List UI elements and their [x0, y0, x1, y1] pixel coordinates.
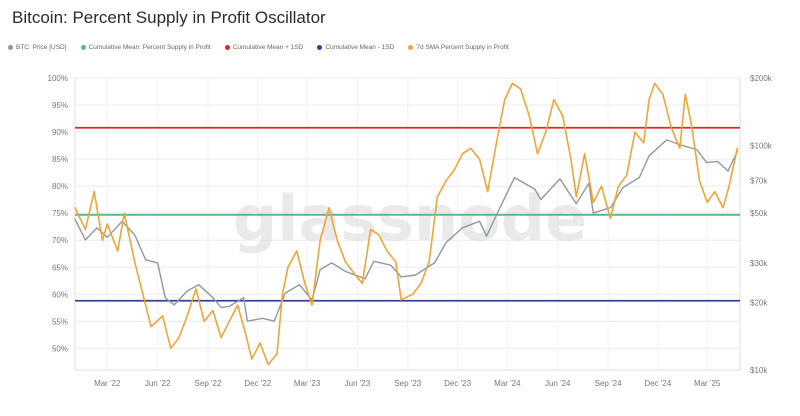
- watermark-text: glassnode: [233, 182, 587, 255]
- right-tick-label: $70k: [750, 176, 768, 185]
- left-tick-label: 95%: [52, 101, 68, 110]
- legend-item-btc-price[interactable]: BTC: Price [USD]: [8, 44, 67, 51]
- x-tick-label: Mar '22: [94, 379, 121, 388]
- x-tick-label: Mar '24: [494, 379, 521, 388]
- legend-label: Cumulative Mean + 1SD: [232, 44, 304, 51]
- legend-label: BTC: Price [USD]: [16, 44, 67, 51]
- series-line-7d-sma: [74, 82, 739, 366]
- legend-item-mean-minus-1sd[interactable]: Cumulative Mean - 1SD: [317, 44, 394, 51]
- left-tick-label: 60%: [52, 290, 68, 299]
- left-tick-label: 80%: [52, 182, 68, 191]
- legend-dot-icon: [80, 45, 86, 50]
- legend-dot-icon: [8, 45, 13, 50]
- x-axis-ticks: Mar '22 Jun '22 Sep '22 Dec '22 Mar '23 Jun '…: [94, 379, 721, 388]
- chart-title: Bitcoin: Percent Supply in Profit Oscill…: [12, 8, 326, 27]
- right-tick-label: $20k: [750, 298, 768, 307]
- legend-item-mean-plus-1sd[interactable]: Cumulative Mean + 1SD: [224, 44, 304, 51]
- threshold-lines: [75, 126, 740, 302]
- left-tick-label: 90%: [52, 128, 68, 137]
- x-tick-label: Mar '25: [694, 379, 721, 388]
- left-tick-label: 85%: [52, 155, 68, 164]
- right-tick-label: $200k: [750, 74, 773, 83]
- x-tick-label: Sep '24: [595, 379, 622, 388]
- legend-item-cumulative-mean[interactable]: Cumulative Mean: Percent Supply in Profi…: [80, 44, 211, 51]
- x-tick-label: Dec '24: [644, 379, 671, 388]
- left-tick-label: 55%: [52, 317, 68, 326]
- x-tick-label: Mar '23: [294, 379, 321, 388]
- left-axis-ticks: 100% 95% 90% 85% 80% 75% 70% 65% 60% 55% 50%: [48, 74, 68, 353]
- series-layer: [74, 82, 739, 366]
- series-line-btc-price: [74, 139, 738, 322]
- legend-label: 7d SMA Percent Supply in Profit: [416, 44, 509, 51]
- x-tick-label: Jun '23: [345, 379, 371, 388]
- legend-dot-icon: [408, 45, 414, 50]
- x-tick-label: Sep '23: [394, 379, 421, 388]
- legend-dot-icon: [224, 45, 230, 50]
- x-tick-label: Jun '24: [545, 379, 571, 388]
- left-tick-label: 50%: [52, 344, 68, 353]
- right-tick-label: $30k: [750, 259, 768, 268]
- legend-label: Cumulative Mean: Percent Supply in Profi…: [88, 44, 211, 51]
- right-axis-ticks: $200k $100k $70k $50k $30k $20k $10k: [750, 74, 773, 375]
- gridlines: [74, 77, 741, 371]
- chart-legend[interactable]: BTC: Price [USD] Cumulative Mean: Percen…: [8, 44, 509, 51]
- right-tick-label: $100k: [750, 142, 773, 151]
- legend-label: Cumulative Mean - 1SD: [325, 44, 395, 51]
- right-tick-label: $10k: [750, 366, 768, 375]
- x-tick-label: Dec '23: [444, 379, 471, 388]
- left-tick-label: 70%: [52, 236, 68, 245]
- left-tick-label: 100%: [48, 74, 68, 83]
- x-tick-label: Sep '22: [195, 379, 222, 388]
- left-tick-label: 75%: [52, 209, 68, 218]
- right-tick-label: $50k: [750, 209, 768, 218]
- left-tick-label: 65%: [52, 263, 68, 272]
- legend-dot-icon: [317, 45, 323, 50]
- x-tick-label: Jun '22: [145, 379, 171, 388]
- legend-item-7d-sma[interactable]: 7d SMA Percent Supply in Profit: [408, 44, 509, 51]
- x-tick-label: Dec '22: [244, 379, 271, 388]
